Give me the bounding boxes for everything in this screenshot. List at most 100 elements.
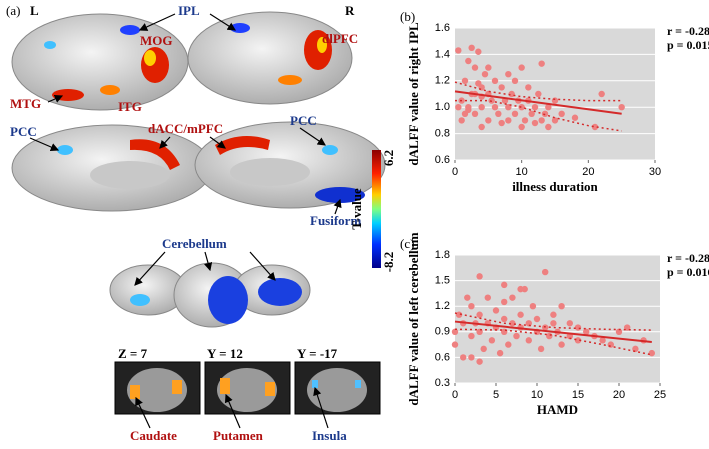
region-label: dlPFC [322,31,358,46]
arrow [313,386,329,429]
region-label: MOG [140,33,173,48]
region-label: PCC [10,124,37,139]
point [648,349,655,357]
point [485,117,492,124]
point [475,80,482,87]
point [468,354,475,361]
point [521,117,529,124]
point [455,47,462,54]
x-axis-label: illness duration [512,179,598,194]
confidence-band [454,81,622,102]
panel-label: (a) [6,3,20,18]
point [525,337,532,344]
point [501,298,508,306]
point [558,341,565,348]
point [468,303,475,310]
point [607,341,614,348]
activation-blob [130,294,150,306]
arrow [204,251,213,272]
fit-line [454,90,622,115]
point [476,358,483,365]
point [484,294,491,301]
point [541,110,549,118]
point [511,77,519,85]
point [528,110,535,118]
point [531,104,539,111]
point [529,303,537,310]
point [551,97,559,104]
y-tick-label: 0.6 [435,154,450,166]
x-tick-label: 25 [654,389,666,401]
slice-title: Z = 7 [118,346,148,361]
point [533,315,541,323]
x-tick-label: 20 [582,166,594,178]
y-tick-label: 1.5 [435,275,450,287]
region-label: ITG [118,99,142,114]
annotation: r = -0.284 [667,24,709,38]
point [511,110,519,118]
x-tick-label: 10 [516,166,528,178]
point [491,104,499,111]
point [501,281,508,289]
point [485,64,492,71]
annotation: p = 0.015 [667,38,709,52]
point [451,341,459,348]
arrow [47,94,64,103]
point [537,345,545,353]
arrow [249,251,276,281]
point [498,119,505,127]
point [518,64,525,71]
point [496,349,504,357]
point [531,119,539,127]
point [476,311,483,318]
arrow [29,137,60,152]
point [518,123,525,131]
point [465,57,472,65]
slice-label: Insula [312,428,347,443]
point [475,48,482,55]
arrow [224,393,241,429]
arrow [135,396,151,429]
point [550,320,557,327]
colorbar-label: T-value [349,188,364,230]
point [538,117,545,124]
x-tick-label: 10 [531,389,543,401]
corpus-callosum [230,158,310,186]
slices: Z = 7 Y = 12 Y = -17 Caudate Putamen Ins… [114,346,381,443]
point [574,337,582,344]
arrow [209,136,226,149]
point [525,84,532,91]
point [455,104,462,111]
point [468,44,475,51]
confidence-band [454,312,652,331]
x-tick-label: 0 [452,389,458,401]
y-tick-label: 0.9 [435,326,450,338]
arrow [138,13,176,31]
arrow [209,13,237,31]
point [455,311,463,318]
point [538,60,545,67]
point [517,311,524,318]
plot-background [455,28,655,160]
y-tick-label: 1.4 [435,48,450,60]
point [501,315,508,323]
y-tick-label: 1.0 [435,101,450,113]
point [465,106,472,114]
region-label: Cerebellum [162,236,227,251]
activation-blob [258,278,302,306]
annotation: r = -0.280 [667,251,709,265]
point [542,268,549,276]
point [583,328,590,335]
activation-blobs [44,23,332,101]
point [478,123,485,131]
point [488,337,496,344]
point [558,303,565,310]
x-tick-label: 5 [493,389,499,401]
point [505,341,512,348]
region-label: MTG [10,96,41,111]
point [517,285,524,293]
slice-title: Y = -17 [297,346,338,361]
point [550,311,557,318]
point [505,71,512,78]
